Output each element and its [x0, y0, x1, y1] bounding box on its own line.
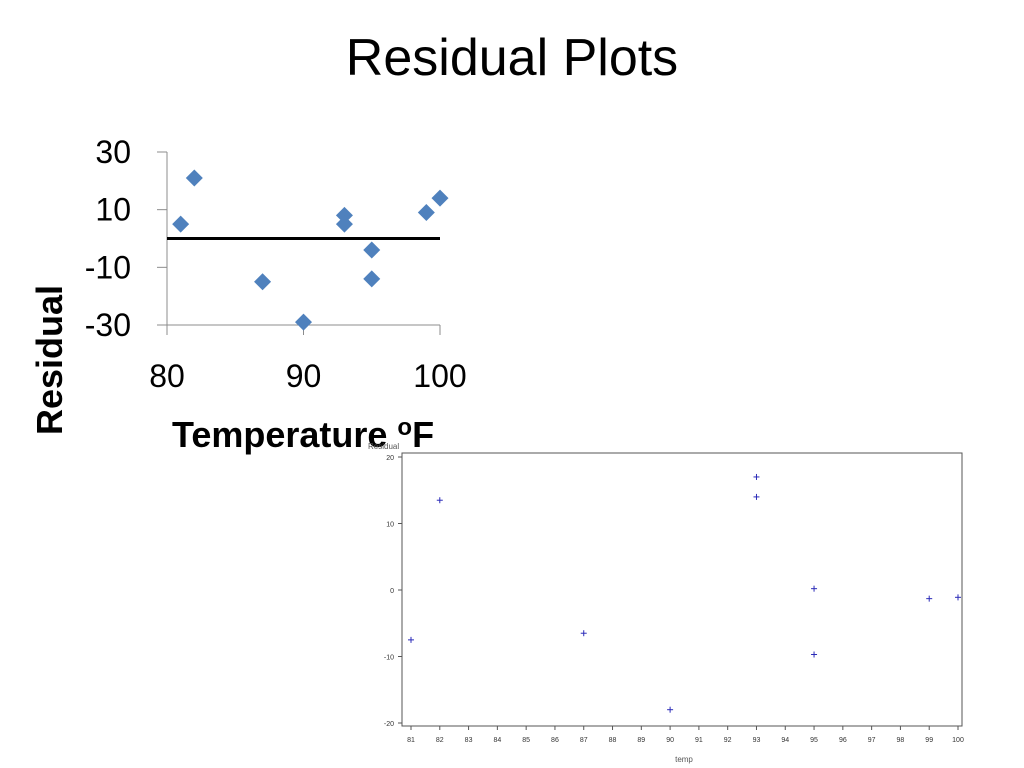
- y-tick-label: -10: [384, 655, 394, 662]
- plot-frame: [401, 452, 963, 727]
- x-tick-label: 100: [413, 358, 466, 394]
- x-tick-label: 82: [436, 737, 444, 744]
- data-point-diamond: [431, 189, 449, 207]
- data-point-plus: [955, 594, 961, 601]
- data-point-plus: [580, 630, 587, 637]
- y-tick-label: 20: [386, 455, 394, 462]
- x-tick-label: 91: [695, 737, 703, 744]
- data-point-plus: [811, 585, 818, 592]
- data-point-plus: [811, 651, 818, 658]
- y-tick-label: -10: [85, 249, 131, 285]
- data-point-diamond: [363, 241, 381, 259]
- x-tick-label: 85: [522, 737, 530, 744]
- x-axis-label: Temperature oF: [172, 414, 434, 455]
- data-point-diamond: [295, 313, 312, 331]
- y-tick-label: -20: [384, 721, 394, 728]
- data-point-diamond: [417, 204, 435, 222]
- x-tick-label: 99: [925, 737, 933, 744]
- x-tick-label: 88: [609, 737, 617, 744]
- data-point-plus: [408, 636, 414, 643]
- data-point-plus: [667, 706, 674, 713]
- x-tick-label: 95: [810, 737, 818, 744]
- x-tick-label: 98: [897, 737, 905, 744]
- x-tick-label: 92: [724, 737, 732, 744]
- y-tick-label: 10: [386, 522, 394, 529]
- data-point-plus: [926, 595, 933, 602]
- data-point-diamond: [335, 206, 353, 224]
- data-point-diamond: [363, 270, 381, 288]
- data-point-plus: [753, 473, 760, 480]
- y-tick-label: 10: [95, 192, 131, 228]
- y-axis-label: Residual: [29, 285, 70, 435]
- data-point-diamond: [254, 273, 272, 291]
- excel-residual-chart: 30 10 -10 -30 80 90 100 Residual Temperature o…: [29, 134, 467, 455]
- y-tick-label: 30: [95, 134, 131, 170]
- x-tick-label: 89: [637, 737, 645, 744]
- x-tick-label: 86: [551, 737, 559, 744]
- data-point-plus: [753, 493, 760, 500]
- data-point-diamond: [335, 215, 353, 233]
- x-tick-label: 80: [149, 358, 185, 394]
- y-tick-label: 0: [390, 588, 394, 595]
- x-axis-label: temp: [675, 755, 693, 764]
- data-point-diamond: [185, 169, 203, 187]
- x-tick-label: 100: [952, 737, 964, 744]
- x-tick-label: 96: [839, 737, 847, 744]
- x-tick-label: 90: [666, 737, 674, 744]
- x-tick-label: 81: [407, 737, 415, 744]
- x-tick-label: 90: [286, 358, 322, 394]
- data-point-plus: [436, 497, 443, 504]
- x-tick-label: 97: [868, 737, 876, 744]
- y-axis-label: Residual: [368, 442, 399, 451]
- x-tick-label: 94: [781, 737, 789, 744]
- x-tick-label: 84: [493, 737, 501, 744]
- y-tick-label: -30: [85, 307, 131, 343]
- slide-title: Residual Plots: [345, 29, 679, 87]
- x-tick-label: 83: [465, 737, 473, 744]
- x-tick-label: 87: [580, 737, 588, 744]
- data-point-diamond: [172, 215, 190, 233]
- x-tick-label: 93: [753, 737, 761, 744]
